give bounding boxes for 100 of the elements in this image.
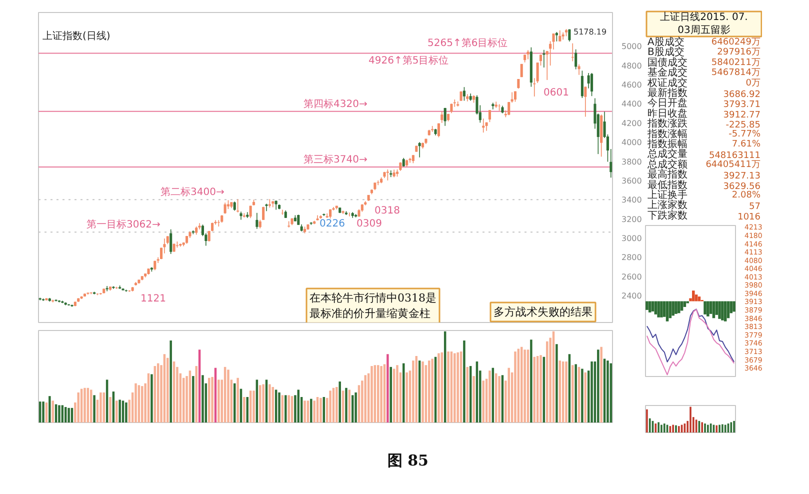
bar	[460, 351, 462, 422]
bar	[172, 361, 176, 422]
bar	[654, 301, 658, 314]
ref-line-label: 第一目标3062→	[86, 218, 160, 231]
text: 最高指数	[648, 168, 688, 181]
bar	[272, 386, 274, 422]
bar	[709, 301, 712, 314]
bar	[508, 368, 510, 422]
annotation: 0226	[320, 218, 345, 230]
y-tick-label: 3200	[622, 214, 642, 224]
bar	[336, 386, 338, 422]
text: 3629.56	[723, 182, 761, 192]
candlestick	[249, 205, 252, 219]
bar	[463, 340, 466, 422]
y-tick-label: 4000	[622, 138, 642, 148]
text: B股成交	[648, 46, 684, 58]
bar	[306, 400, 310, 422]
bar	[122, 400, 124, 422]
bar	[192, 376, 194, 422]
bar	[141, 386, 144, 422]
bar	[546, 341, 548, 422]
bar	[683, 301, 686, 307]
text: 3912.77	[723, 110, 760, 120]
bar	[100, 392, 102, 422]
bar	[84, 388, 86, 422]
bar	[674, 301, 678, 314]
candlestick	[170, 228, 172, 254]
bar	[422, 361, 424, 422]
bar	[660, 301, 663, 318]
bar	[93, 395, 96, 422]
bar	[256, 380, 258, 422]
bar	[680, 301, 684, 311]
text: A股成交	[648, 36, 684, 48]
bar	[692, 290, 695, 302]
bar	[118, 400, 121, 422]
bar	[198, 350, 201, 422]
bar	[657, 301, 660, 318]
bar	[284, 395, 287, 422]
bar	[134, 383, 137, 422]
ref-line-label: 第四标4320→	[304, 98, 368, 110]
bar	[651, 301, 654, 312]
y-tick-label: 4400	[622, 100, 642, 109]
candlestick	[580, 70, 584, 98]
bar	[38, 402, 42, 422]
bar	[466, 366, 469, 422]
bar	[600, 346, 602, 422]
bar	[188, 370, 192, 422]
annotation: 在本轮牛市行情中0318是最标准的价升量缩黄金柱	[310, 292, 436, 320]
candlestick	[492, 102, 494, 110]
bar	[64, 407, 67, 422]
text: 基金成交	[648, 66, 688, 79]
y-tick-label: 2800	[622, 253, 642, 262]
bar	[444, 331, 446, 422]
bar	[90, 390, 92, 422]
bar	[454, 353, 456, 422]
ref-line-label: 第二标3400→	[160, 186, 224, 198]
bar	[648, 301, 652, 312]
bar	[342, 390, 344, 422]
bar	[259, 385, 262, 422]
bar	[268, 384, 271, 422]
bar	[48, 396, 51, 422]
y-tick-label: 4600	[622, 80, 642, 90]
bar	[578, 366, 580, 422]
text: 7.61%	[732, 140, 761, 150]
y-tick-label: 3000	[622, 234, 642, 244]
text: 上证指数(日线)	[42, 30, 110, 42]
y-tick-label: 4800	[622, 61, 642, 70]
bar	[116, 400, 118, 422]
candlestick	[418, 142, 421, 158]
candlestick	[408, 158, 412, 164]
text: 指数振幅	[646, 138, 688, 150]
bar	[724, 301, 727, 322]
bar	[112, 392, 115, 422]
bar	[202, 375, 204, 422]
bar	[558, 360, 561, 422]
text: 5467814万	[711, 68, 761, 78]
bar	[706, 301, 710, 316]
bar	[721, 301, 724, 320]
candlestick	[440, 111, 444, 124]
candlestick	[236, 198, 240, 213]
candlestick	[584, 86, 587, 118]
bar	[338, 382, 341, 422]
text: 3686.92	[723, 90, 760, 100]
text: 指数涨跌	[646, 118, 688, 130]
bar	[530, 340, 532, 422]
bar	[498, 376, 500, 422]
bar	[556, 344, 558, 422]
candlestick	[444, 108, 446, 126]
text: 权证成交	[646, 76, 688, 89]
annotation: 0309	[356, 218, 382, 230]
bar	[383, 364, 386, 422]
bar	[715, 301, 718, 315]
bar	[678, 301, 680, 314]
text: 57	[749, 202, 760, 212]
bar	[469, 366, 472, 422]
bar	[252, 390, 255, 422]
bar	[472, 376, 475, 422]
candlestick	[265, 203, 268, 212]
bar	[262, 384, 264, 422]
bar	[329, 390, 332, 422]
